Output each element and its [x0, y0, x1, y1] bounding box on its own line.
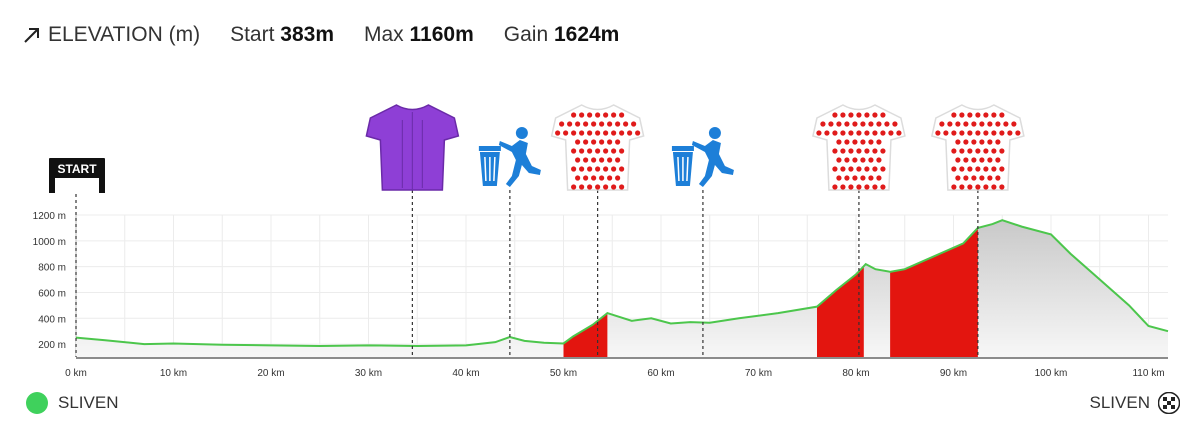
x-tick-label: 100 km	[1035, 368, 1068, 379]
polka-dot-jersey-icon	[812, 104, 906, 191]
y-tick-label: 200 m	[38, 340, 66, 351]
climb-segment	[890, 227, 978, 357]
x-tick-label: 60 km	[647, 368, 674, 379]
start-city: SLIVEN	[58, 393, 119, 412]
max-stat: Max 1160m	[364, 23, 474, 47]
start-stat-value: 383m	[280, 23, 334, 46]
x-tick-label: 50 km	[550, 368, 577, 379]
x-tick-label: 70 km	[745, 368, 772, 379]
climb-segment	[817, 266, 864, 357]
x-tick-label: 20 km	[257, 368, 284, 379]
y-tick-label: 800 m	[38, 263, 66, 274]
polka-dot-jersey-icon	[550, 104, 645, 191]
climb-segment	[563, 313, 608, 357]
x-tick-label: 90 km	[940, 368, 967, 379]
polka-dot-jersey-icon	[930, 104, 1025, 191]
elevation-title-text: ELEVATION (m)	[48, 23, 201, 46]
feed-zone-bin-icon	[478, 127, 541, 187]
x-tick-label: 110 km	[1132, 368, 1164, 379]
gain-stat-value: 1624m	[553, 23, 620, 46]
x-tick-label: 10 km	[160, 368, 187, 379]
y-tick-label: 600 m	[38, 288, 66, 299]
x-tick-label: 40 km	[452, 368, 479, 379]
start-stat-label: Start	[230, 23, 275, 46]
start-stat: Start 383m	[230, 23, 334, 47]
start-banner-icon: START	[49, 158, 105, 193]
x-tick-label: 0 km	[65, 368, 87, 379]
start-banner-label: START	[57, 162, 97, 176]
gain-stat-label: Gain	[503, 23, 549, 46]
y-tick-label: 1000 m	[33, 237, 66, 248]
finish-city: SLIVEN	[1089, 393, 1150, 412]
elevation-title: ELEVATION (m)	[22, 23, 200, 47]
max-stat-value: 1160m	[409, 23, 474, 46]
checkered-flag-icon	[1158, 392, 1180, 414]
x-tick-label: 80 km	[842, 368, 869, 379]
gain-stat: Gain 1624m	[504, 23, 620, 47]
finish-location: SLIVEN	[1090, 392, 1180, 414]
start-location: SLIVEN	[26, 392, 118, 414]
x-tick-label: 30 km	[355, 368, 382, 379]
feed-zone-bin-icon	[671, 127, 734, 187]
y-tick-label: 1200 m	[33, 211, 66, 222]
start-dot-icon	[26, 392, 48, 414]
diagonal-arrow-icon	[24, 28, 39, 43]
max-stat-label: Max	[364, 23, 404, 46]
elevation-header: ELEVATION (m) Start 383m Max 1160m Gain …	[22, 20, 619, 50]
purple-jersey-icon	[365, 104, 460, 191]
y-tick-label: 400 m	[38, 314, 66, 325]
elevation-line	[75, 219, 1169, 348]
